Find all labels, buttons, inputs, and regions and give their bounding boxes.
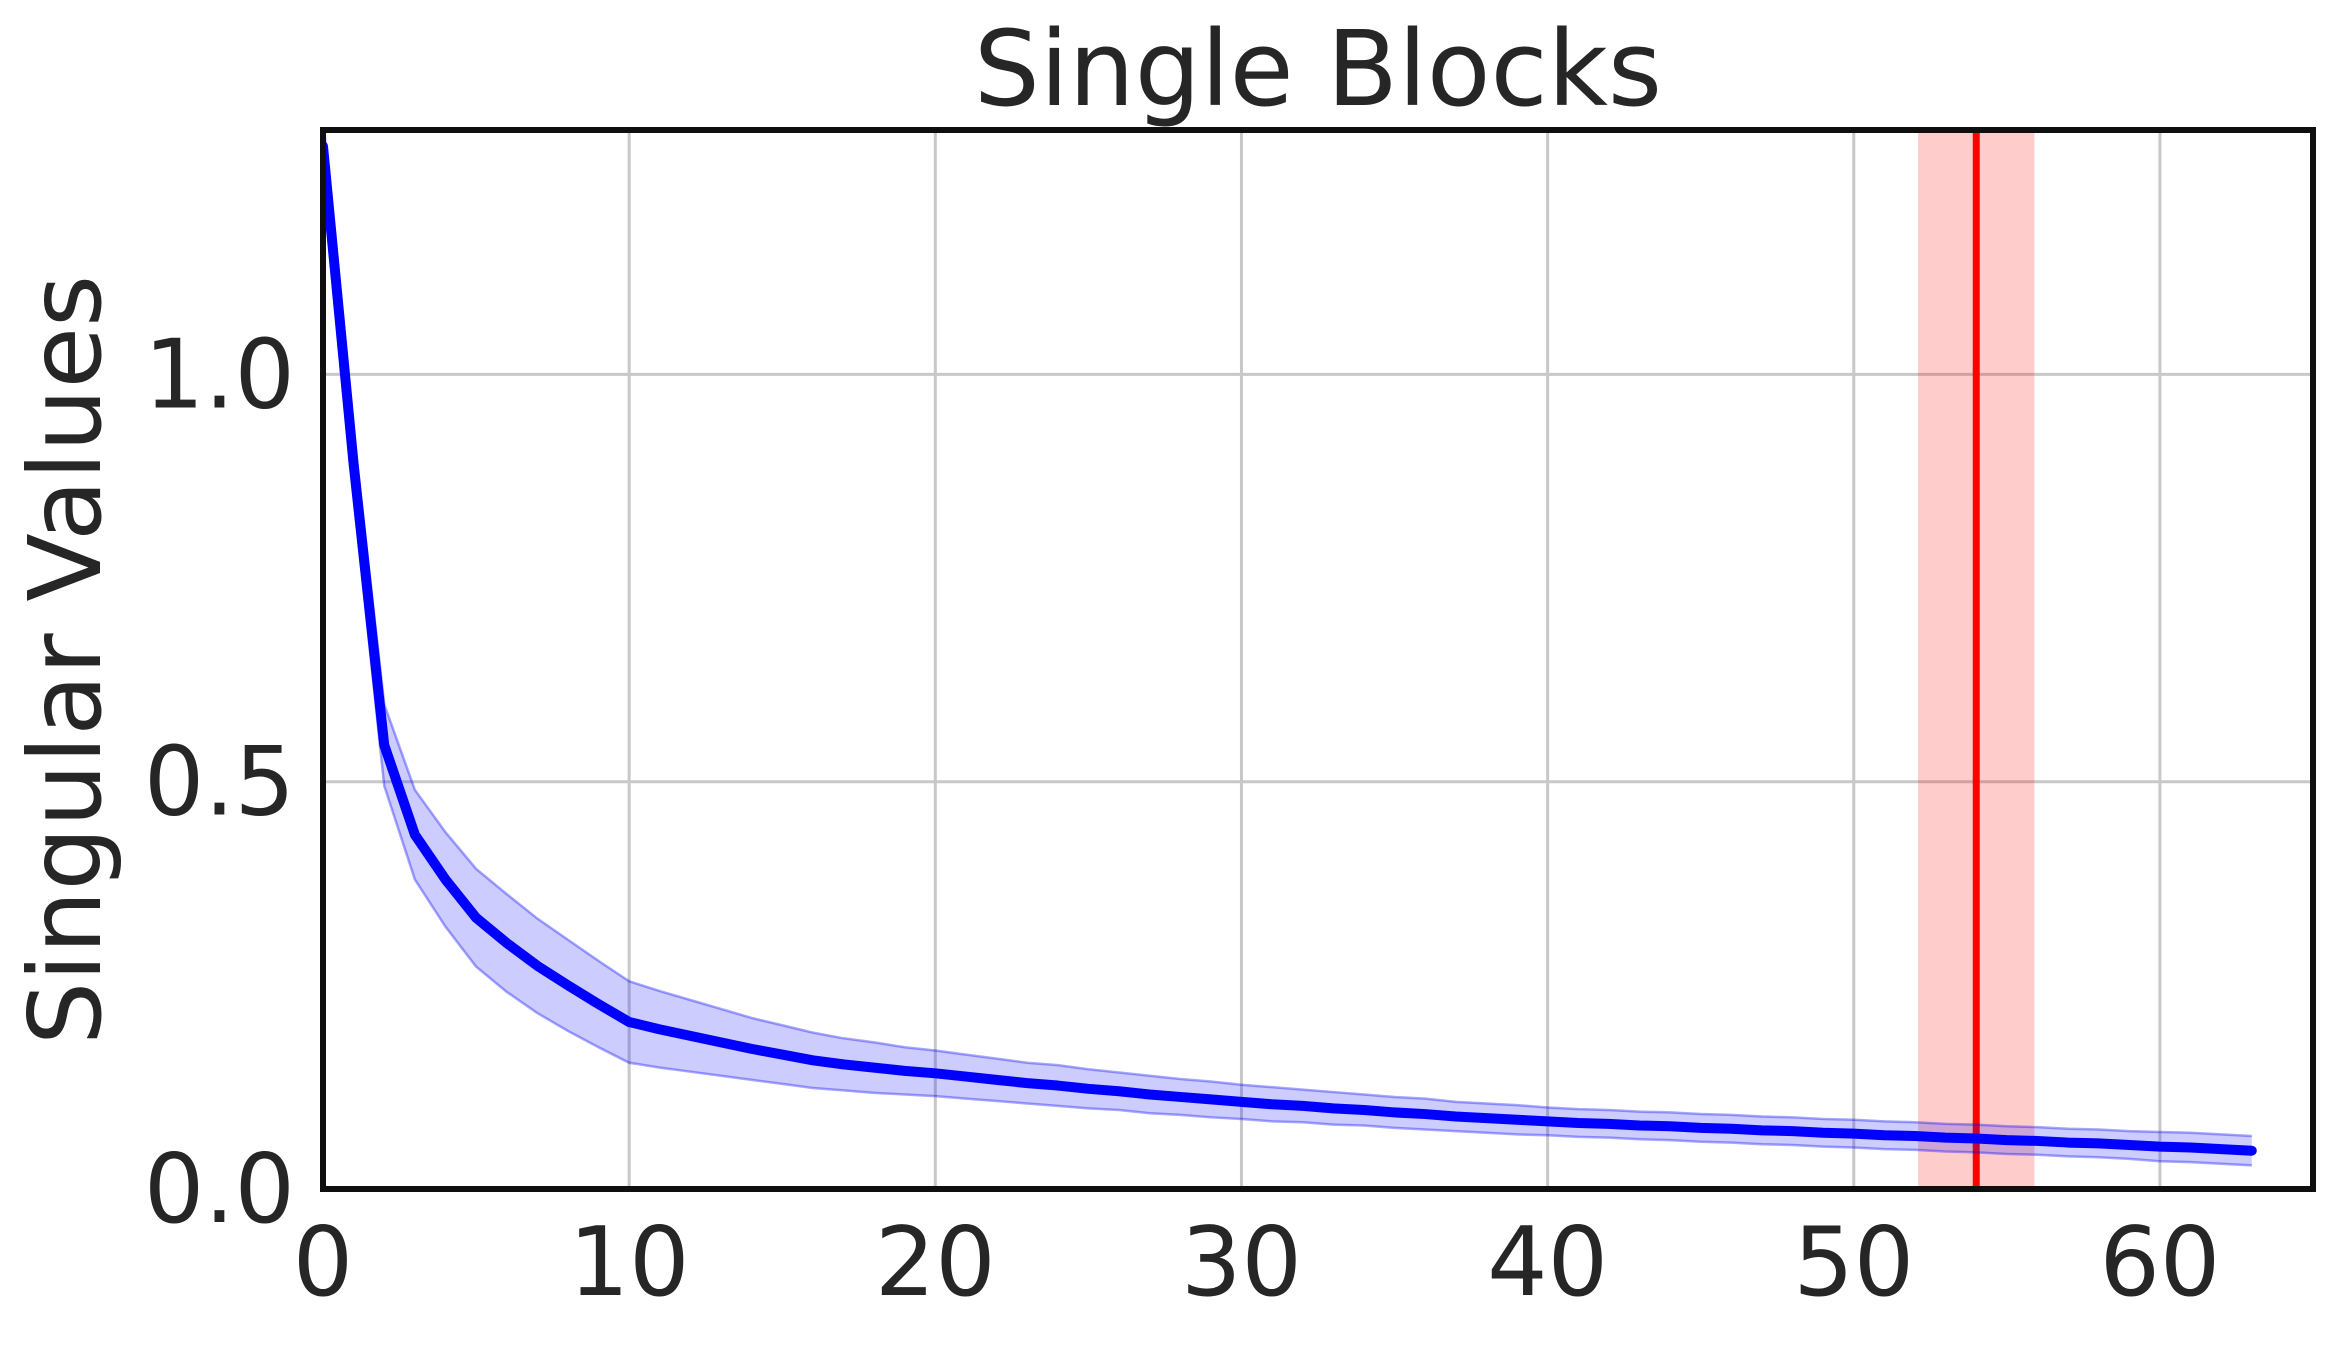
plot-background [323, 130, 2313, 1189]
singular-values-line [323, 141, 2257, 1156]
y-axis-label: Singular Values [7, 275, 124, 1045]
y-tick-label: 0.5 [144, 728, 295, 838]
plot-border [320, 127, 2316, 1192]
y-axis-tick-labels: 0.0 0.5 1.0 [144, 320, 295, 1245]
x-tick-label: 60 [2099, 1208, 2220, 1318]
series-layer [323, 130, 2257, 1167]
x-axis-tick-labels: 0 10 20 30 40 50 60 [293, 1208, 2221, 1318]
grid-lines [323, 130, 2313, 1189]
chart-title: Single Blocks [974, 8, 1662, 130]
x-tick-label: 10 [569, 1208, 690, 1318]
x-tick-label: 0 [293, 1208, 353, 1318]
x-tick-label: 30 [1181, 1208, 1302, 1318]
confidence-band-lower-edge [323, 174, 2252, 1167]
x-tick-label: 50 [1793, 1208, 1914, 1318]
x-tick-label: 20 [875, 1208, 996, 1318]
rank-marker [1918, 130, 2035, 1189]
x-tick-label: 40 [1487, 1208, 1608, 1318]
y-tick-label: 0.0 [144, 1135, 295, 1245]
confidence-band-upper-edge [323, 130, 2252, 1138]
y-tick-label: 1.0 [144, 320, 295, 430]
